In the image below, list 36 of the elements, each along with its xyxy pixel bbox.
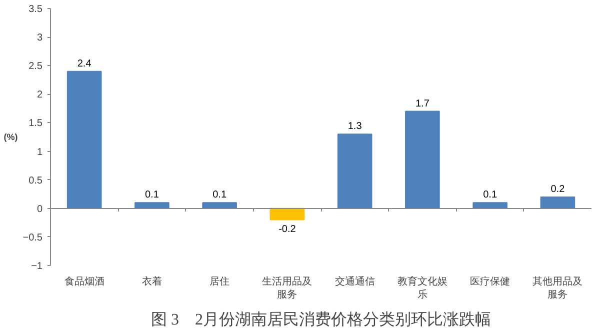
bar: [472, 202, 508, 209]
bar: [270, 208, 305, 220]
y-tick-label: 1: [36, 146, 43, 158]
x-tick-label: 食品烟酒: [64, 276, 104, 288]
data-label: 1.3: [348, 121, 362, 132]
x-tick-label: 衣着: [142, 276, 162, 288]
data-label: 0.1: [144, 190, 160, 201]
x-tick-label: 交通通信: [334, 276, 375, 288]
x-tick-label: 医疗保健: [470, 276, 510, 288]
bar: [134, 202, 170, 209]
data-label: 0.1: [483, 190, 498, 201]
x-tick-label: 教育文化娱乐: [397, 276, 448, 301]
x-tick-label: 其他用品及服务: [532, 276, 583, 301]
y-tick-label: 3.5: [28, 4, 43, 15]
data-label: 0.1: [212, 190, 227, 201]
data-label: 0.2: [550, 184, 566, 195]
bar: [337, 134, 372, 209]
y-tick-label: 0.5: [28, 175, 43, 186]
data-label: 2.4: [77, 58, 92, 70]
y-tick-label: 2.5: [28, 61, 43, 72]
y-tick-label: −0.5: [22, 232, 43, 244]
bar: [202, 202, 237, 209]
data-label: -0.2: [278, 224, 296, 235]
y-tick-label: 2: [36, 90, 43, 101]
y-tick-label: 0: [36, 204, 43, 215]
bar: [540, 196, 576, 209]
y-tick-label: 1.5: [28, 118, 43, 130]
bar: [405, 110, 440, 209]
y-axis-title: (%): [4, 132, 18, 142]
x-tick-label: 生活用品及服务: [262, 276, 312, 301]
y-tick-label: −1: [31, 261, 43, 272]
bar: [66, 70, 102, 209]
data-label: 1.7: [415, 98, 430, 110]
y-tick-label: 3: [36, 32, 43, 44]
x-tick-label: 居住: [210, 276, 230, 288]
text: 图 3 2月份湖南居民消费价格分类别环比涨跌幅: [151, 310, 491, 328]
